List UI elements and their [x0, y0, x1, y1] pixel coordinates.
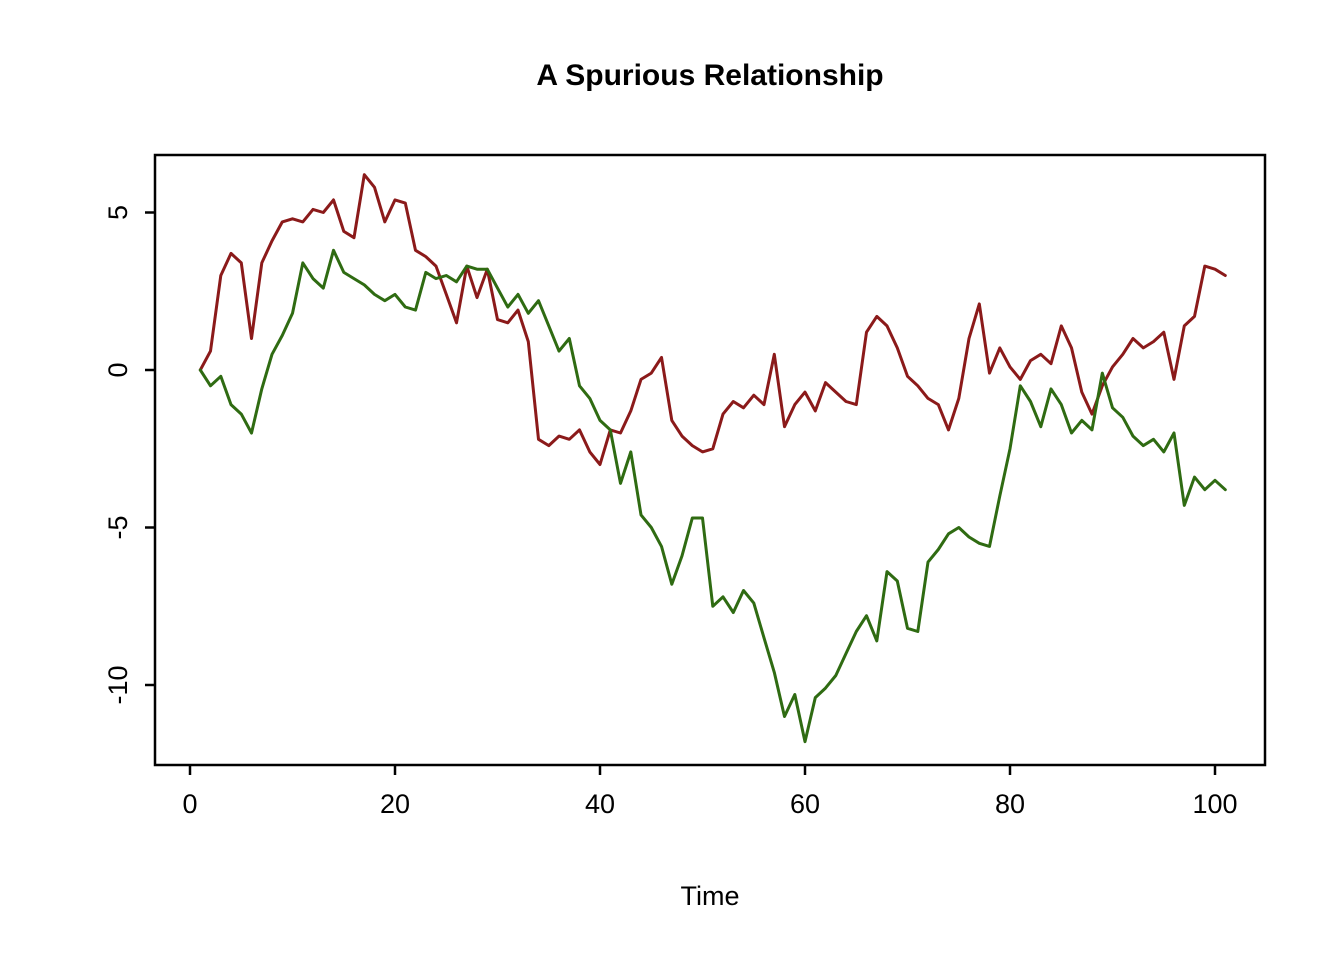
x-tick-label: 40 [585, 789, 615, 819]
y-tick-label: 5 [103, 205, 133, 220]
x-tick-label: 60 [790, 789, 820, 819]
x-tick-label: 80 [995, 789, 1025, 819]
plot-border [153, 153, 1267, 767]
x-axis-title: Time [681, 881, 740, 911]
x-tick-label: 100 [1192, 789, 1237, 819]
chart-title: A Spurious Relationship [536, 59, 883, 92]
series-green-line [198, 248, 1227, 744]
x-tick-label: 20 [380, 789, 410, 819]
y-tick-label: -10 [103, 665, 133, 704]
series-red-line [198, 173, 1227, 466]
x-axis-ticks: 0 20 40 60 80 100 [182, 765, 1238, 819]
y-tick-label: -5 [103, 515, 133, 539]
y-axis-ticks: 5 0 -5 -10 [103, 205, 155, 705]
series-lines [198, 173, 1227, 744]
y-tick-label: 0 [103, 362, 133, 377]
x-tick-label: 0 [182, 789, 197, 819]
